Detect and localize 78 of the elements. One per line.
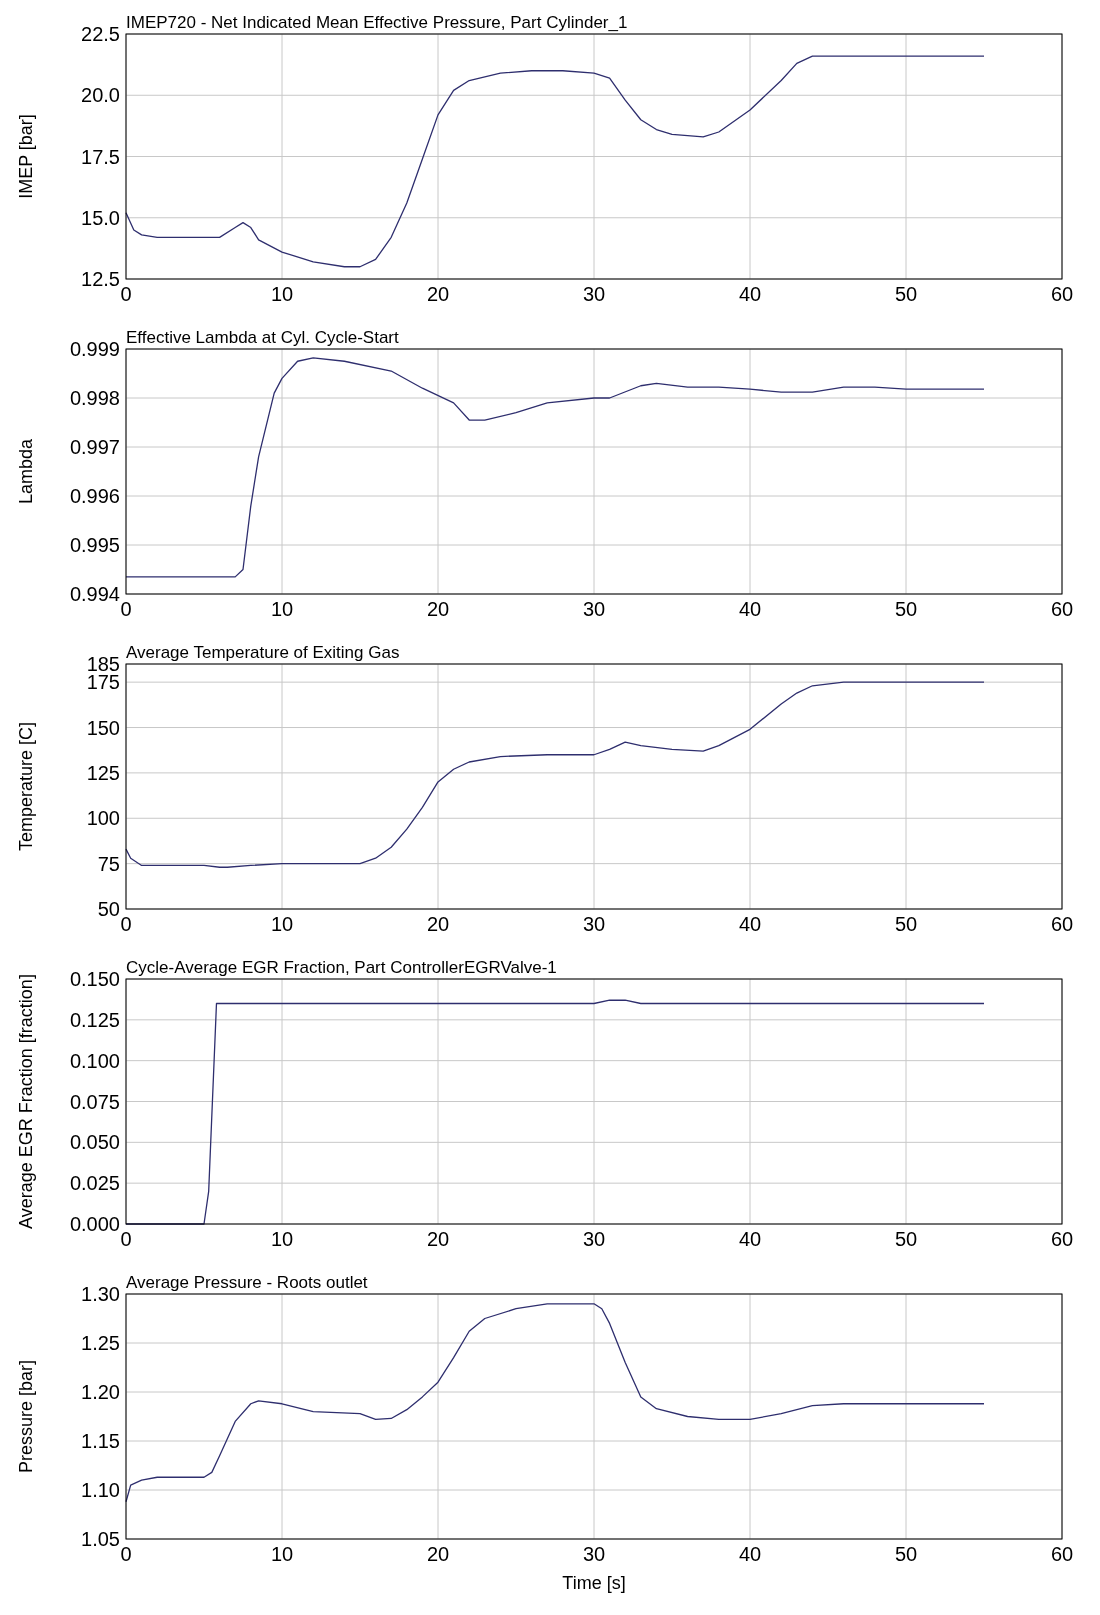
x-tick-label: 10: [270, 283, 294, 305]
y-tick-label: 0.050: [69, 1131, 120, 1154]
x-tick-label: 0: [120, 283, 132, 305]
y-tick-label: 100: [86, 807, 120, 830]
x-tick-label: 30: [582, 1543, 606, 1565]
y-tick-label: 0.994: [69, 583, 120, 605]
x-tick-label: 30: [582, 913, 606, 935]
x-tick-label: 50: [894, 1543, 918, 1565]
y-tick-label: 20.0: [81, 84, 120, 107]
x-tick-label: 50: [894, 283, 918, 305]
x-tick-label: 60: [1050, 1543, 1074, 1565]
y-axis-title: Lambda: [16, 437, 36, 505]
y-tick-label: 150: [86, 716, 120, 739]
x-tick-label: 40: [738, 598, 762, 620]
x-tick-label: 20: [426, 913, 450, 935]
x-tick-label: 10: [270, 913, 294, 935]
x-tick-label: 60: [1050, 1228, 1074, 1250]
y-axis-title: Average EGR Fraction [fraction]: [16, 974, 36, 1229]
x-tick-label: 60: [1050, 283, 1074, 305]
chart-title: IMEP720 - Net Indicated Mean Effective Pressure, Part Cylinder_1: [126, 13, 628, 32]
y-tick-label: 17.5: [81, 145, 120, 168]
x-tick-label: 0: [120, 1543, 132, 1565]
y-tick-label: 12.5: [81, 268, 120, 290]
x-tick-label: 30: [582, 598, 606, 620]
x-tick-label: 0: [120, 598, 132, 620]
x-tick-label: 30: [582, 283, 606, 305]
y-tick-label: 1.30: [81, 1283, 120, 1305]
y-tick-label: 1.25: [81, 1332, 120, 1354]
x-tick-label: 40: [738, 913, 762, 935]
y-tick-label: 15.0: [81, 206, 120, 229]
y-tick-label: 0.999: [69, 338, 120, 360]
y-tick-label: 0.125: [69, 1008, 120, 1031]
y-tick-label: 1.05: [81, 1528, 120, 1550]
line-series: [125, 55, 985, 268]
x-tick-label: 40: [738, 1543, 762, 1565]
y-tick-label: 125: [86, 761, 120, 784]
y-tick-label: 0.150: [69, 968, 120, 990]
x-tick-label: 40: [738, 283, 762, 305]
y-tick-label: 75: [97, 852, 120, 875]
x-tick-label: 50: [894, 1228, 918, 1250]
x-tick-label: 60: [1050, 913, 1074, 935]
x-tick-label: 60: [1050, 598, 1074, 620]
x-tick-label: 10: [270, 1543, 294, 1565]
x-tick-label: 10: [270, 1228, 294, 1250]
x-tick-label: 20: [426, 283, 450, 305]
y-axis-title: IMEP [bar]: [16, 114, 36, 199]
y-tick-label: 0.995: [69, 534, 120, 556]
y-tick-label: 0.075: [69, 1090, 120, 1113]
x-tick-label: 40: [738, 1228, 762, 1250]
x-tick-label: 10: [270, 598, 294, 620]
x-tick-label: 50: [894, 598, 918, 620]
y-axis-title: Temperature [C]: [16, 721, 36, 852]
x-tick-label: 50: [894, 913, 918, 935]
y-tick-label: 0.000: [69, 1213, 120, 1235]
chart-title: Average Temperature of Exiting Gas: [126, 643, 400, 662]
y-tick-label: 50: [97, 898, 120, 920]
y-tick-label: 22.5: [81, 23, 120, 45]
x-tick-label: 20: [426, 1228, 450, 1250]
line-series: [125, 357, 985, 578]
y-axis-title: Pressure [bar]: [16, 1359, 36, 1474]
x-tick-label: 20: [426, 1543, 450, 1565]
x-tick-label: 0: [120, 913, 132, 935]
line-series: [125, 681, 985, 868]
y-tick-label: 0.997: [69, 436, 120, 458]
y-tick-label: 1.20: [81, 1381, 120, 1403]
chart-title: Effective Lambda at Cyl. Cycle-Start: [126, 328, 400, 347]
chart-title: Cycle-Average EGR Fraction, Part ControllerEGRValve-1: [126, 958, 557, 977]
x-tick-label: 0: [120, 1228, 132, 1250]
y-tick-label: 1.10: [81, 1479, 120, 1501]
x-tick-label: 30: [582, 1228, 606, 1250]
y-tick-label: 1.15: [81, 1430, 120, 1452]
y-tick-label: 0.100: [69, 1049, 120, 1072]
y-tick-label: 0.998: [69, 387, 120, 409]
chart-title: Average Pressure - Roots outlet: [126, 1273, 368, 1292]
y-tick-label: 0.996: [69, 485, 120, 507]
x-tick-label: 20: [426, 598, 450, 620]
y-tick-label: 0.025: [69, 1172, 120, 1195]
x-axis-title: Time [s]: [562, 1573, 626, 1593]
